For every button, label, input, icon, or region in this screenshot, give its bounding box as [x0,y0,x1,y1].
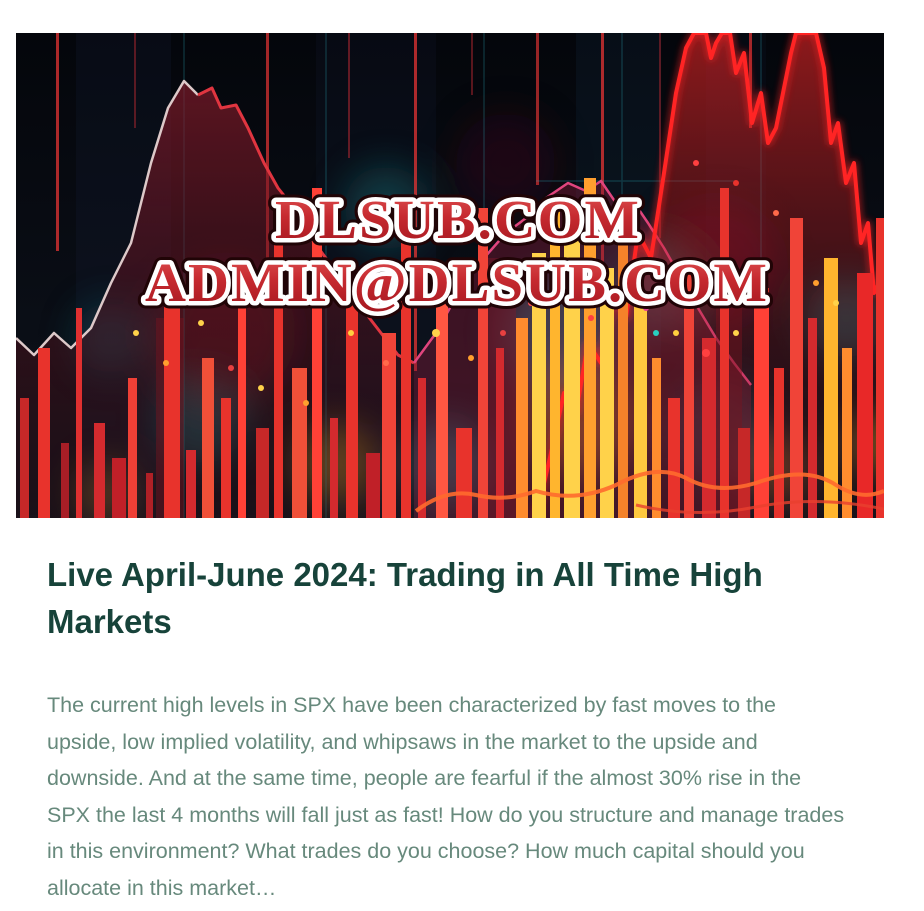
scatter-dots [133,160,839,406]
watermark-line1: DLSUB.COM [275,189,641,250]
watermark-line1-outline: DLSUB.COM [275,189,641,250]
watermark-line1-white: DLSUB.COM [275,189,641,250]
watermark-line2: ADMIN@DLSUB.COM [145,252,769,313]
hero-watermark: DLSUB.COM DLSUB.COM DLSUB.COM ADMIN@DLSU… [138,182,775,321]
post-excerpt: The current high levels in SPX have been… [47,693,845,900]
hero-featured-image: DLSUB.COM DLSUB.COM DLSUB.COM ADMIN@DLSU… [16,33,884,518]
watermark-line2-white: ADMIN@DLSUB.COM [145,252,769,313]
stock-chart-artwork: DLSUB.COM DLSUB.COM DLSUB.COM ADMIN@DLSU… [16,33,884,518]
watermark-line2-outline: ADMIN@DLSUB.COM [145,252,769,313]
post-title-link[interactable]: Live April-June 2024: Trading in All Tim… [47,556,763,640]
candlestick-bars [20,178,884,518]
